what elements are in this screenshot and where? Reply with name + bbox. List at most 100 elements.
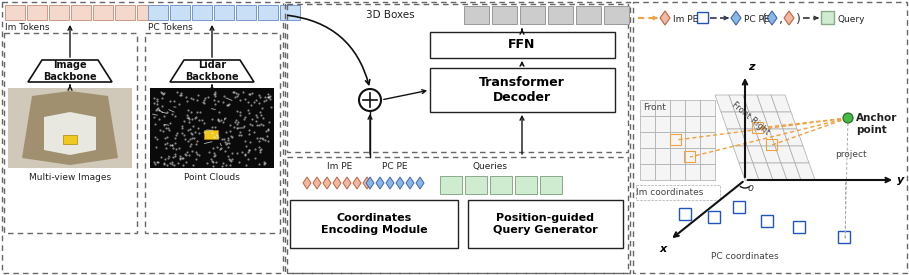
Point — [259, 134, 274, 139]
Point — [245, 123, 259, 128]
Point — [233, 98, 247, 102]
Point — [242, 148, 256, 152]
Point — [176, 119, 191, 123]
Circle shape — [843, 113, 853, 123]
Point — [163, 161, 177, 165]
Polygon shape — [323, 177, 331, 189]
Text: Transformer
Decoder: Transformer Decoder — [479, 76, 564, 104]
Point — [209, 160, 224, 164]
Polygon shape — [729, 95, 749, 112]
Point — [176, 133, 191, 137]
Text: z: z — [748, 62, 754, 72]
Bar — [700, 132, 715, 148]
Point — [205, 160, 220, 164]
Bar — [192, 5, 212, 20]
Point — [261, 139, 275, 144]
Point — [211, 135, 225, 139]
Point — [243, 122, 257, 126]
Point — [155, 92, 170, 96]
Point — [205, 117, 219, 121]
Text: Lidar
Backbone: Lidar Backbone — [185, 60, 239, 82]
Point — [167, 141, 182, 145]
Point — [200, 160, 215, 165]
Point — [257, 138, 272, 143]
Point — [181, 115, 195, 119]
Point — [243, 92, 257, 97]
Bar — [236, 5, 256, 20]
Polygon shape — [660, 11, 670, 25]
Point — [207, 90, 222, 94]
Point — [190, 126, 205, 130]
Polygon shape — [28, 60, 112, 82]
Point — [151, 107, 165, 112]
Point — [189, 110, 204, 114]
Point — [209, 133, 224, 137]
Text: x: x — [660, 244, 667, 254]
Point — [174, 91, 188, 95]
Point — [240, 150, 255, 154]
Point — [168, 114, 183, 118]
Point — [206, 153, 221, 158]
Point — [249, 119, 264, 123]
Point — [222, 102, 236, 106]
Point — [205, 145, 220, 150]
Point — [149, 107, 164, 112]
Point — [183, 144, 197, 148]
Point — [162, 128, 176, 133]
Point — [157, 123, 172, 127]
Polygon shape — [731, 11, 741, 25]
Bar — [576, 6, 601, 24]
Point — [254, 113, 268, 117]
Point — [219, 142, 234, 146]
Point — [175, 131, 189, 135]
Point — [237, 139, 252, 143]
Point — [149, 99, 164, 104]
Point — [181, 128, 195, 132]
Point — [262, 95, 276, 99]
Point — [166, 163, 181, 168]
Point — [211, 117, 225, 121]
Point — [221, 145, 235, 149]
Point — [218, 140, 233, 145]
Bar — [285, 2, 630, 273]
Point — [181, 138, 195, 143]
Polygon shape — [775, 146, 795, 163]
Point — [237, 152, 252, 156]
Point — [257, 99, 272, 103]
Point — [221, 103, 235, 107]
Point — [185, 149, 199, 153]
Polygon shape — [22, 91, 118, 165]
Bar — [548, 6, 573, 24]
Point — [185, 136, 200, 140]
Point — [205, 124, 219, 129]
Point — [205, 164, 220, 168]
Point — [165, 112, 179, 116]
Point — [218, 130, 233, 134]
Bar — [700, 100, 715, 116]
Point — [183, 127, 197, 131]
Point — [259, 129, 274, 133]
Bar — [793, 221, 805, 233]
Polygon shape — [721, 112, 741, 129]
Bar — [27, 5, 47, 20]
Point — [163, 99, 177, 103]
Point — [262, 120, 276, 124]
Point — [239, 144, 254, 148]
Point — [215, 164, 229, 168]
Point — [198, 96, 213, 101]
Point — [160, 135, 175, 140]
Polygon shape — [363, 177, 371, 189]
Bar — [685, 148, 700, 164]
Bar — [287, 4, 628, 152]
Point — [205, 159, 219, 163]
Point — [234, 133, 248, 138]
Point — [167, 152, 182, 156]
Point — [168, 136, 183, 140]
Text: Front: Front — [643, 103, 666, 112]
Point — [221, 136, 235, 141]
Polygon shape — [733, 146, 753, 163]
Text: o: o — [748, 183, 754, 193]
Point — [206, 151, 221, 155]
Point — [169, 133, 184, 137]
Point — [255, 136, 269, 140]
